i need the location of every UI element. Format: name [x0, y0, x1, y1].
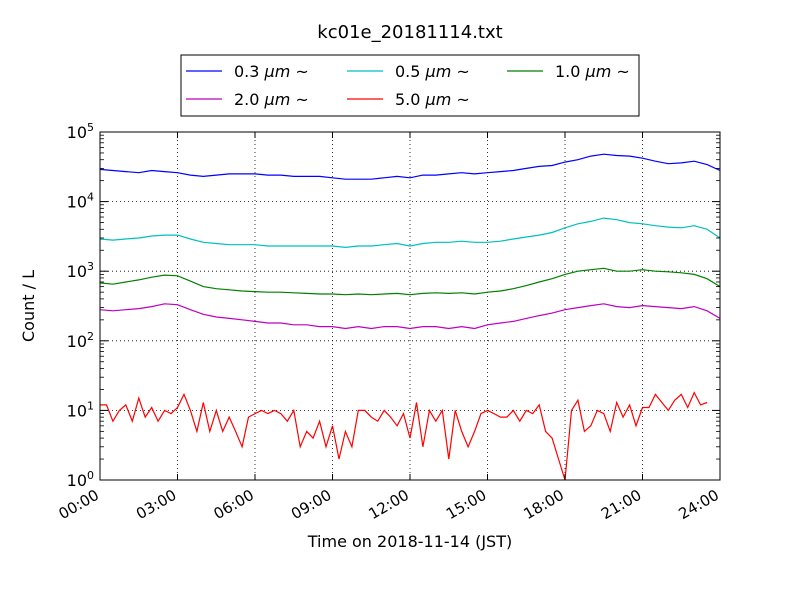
y-tick-label: 103: [67, 260, 94, 281]
legend: 0.3 μm ~0.5 μm ~1.0 μm ~2.0 μm ~5.0 μm ~: [180, 54, 640, 117]
x-tick-label: 21:00: [598, 486, 644, 523]
y-tick-exponent: 1: [87, 399, 94, 412]
legend-tilde: ~: [611, 62, 630, 81]
legend-unit: μm: [425, 62, 452, 81]
legend-label-2: 1.0 μm ~: [555, 62, 630, 81]
series-line-1: [99, 217, 721, 249]
y-tick-base: 10: [67, 123, 87, 142]
y-tick-label: 101: [67, 399, 94, 420]
y-tick-exponent: 2: [87, 330, 94, 343]
legend-tilde: ~: [451, 62, 470, 81]
x-axis: 00:00 03:00 06:00 09:00 12:00 15:00 18:00 21:00…: [56, 132, 722, 523]
grid-lines: [100, 132, 720, 480]
legend-tilde: ~: [290, 90, 309, 109]
legend-label-4: 5.0 μm ~: [395, 90, 470, 109]
y-axis-label: Count / L: [19, 270, 38, 342]
series-line-4: [100, 391, 708, 481]
legend-label-1: 0.5 μm ~: [395, 62, 470, 81]
x-tick-label: 18:00: [521, 486, 567, 523]
y-tick-base: 10: [67, 401, 87, 420]
series-line-0: [99, 153, 721, 180]
legend-size: 0.3: [234, 62, 265, 81]
y-tick-base: 10: [67, 332, 87, 351]
y-tick-label: 104: [67, 191, 94, 212]
x-tick-label: 24:00: [676, 486, 722, 523]
chart-title: kc01e_20181114.txt: [317, 22, 502, 43]
x-tick-label: 06:00: [211, 486, 257, 523]
y-tick-exponent: 0: [87, 469, 94, 482]
x-tick-label: 00:00: [56, 486, 102, 523]
y-tick-exponent: 4: [87, 191, 94, 204]
x-axis-label: Time on 2018-11-14 (JST): [307, 532, 512, 551]
x-tick-label: 03:00: [133, 486, 179, 523]
y-tick-exponent: 3: [87, 260, 94, 273]
legend-size: 5.0: [395, 90, 426, 109]
legend-tilde: ~: [290, 62, 309, 81]
legend-unit: μm: [585, 62, 612, 81]
legend-unit: μm: [264, 62, 291, 81]
series-line-2: [99, 267, 721, 296]
y-tick-base: 10: [67, 193, 87, 212]
series-line-3: [99, 303, 721, 330]
y-tick-base: 10: [67, 262, 87, 281]
y-tick-label: 100: [67, 469, 94, 490]
legend-size: 0.5: [395, 62, 426, 81]
legend-label-0: 0.3 μm ~: [234, 62, 309, 81]
series-layer: [99, 153, 721, 481]
legend-label-3: 2.0 μm ~: [234, 90, 309, 109]
x-tick-label: 15:00: [443, 486, 489, 523]
y-tick-exponent: 5: [87, 121, 94, 134]
legend-size: 2.0: [234, 90, 265, 109]
legend-unit: μm: [425, 90, 452, 109]
y-tick-base: 10: [67, 471, 87, 490]
x-tick-label: 09:00: [288, 486, 334, 523]
legend-box: [180, 54, 640, 117]
legend-tilde: ~: [451, 90, 470, 109]
legend-size: 1.0: [555, 62, 586, 81]
legend-unit: μm: [264, 90, 291, 109]
y-tick-label: 105: [67, 121, 94, 142]
y-tick-label: 102: [67, 330, 94, 351]
x-tick-label: 12:00: [366, 486, 412, 523]
